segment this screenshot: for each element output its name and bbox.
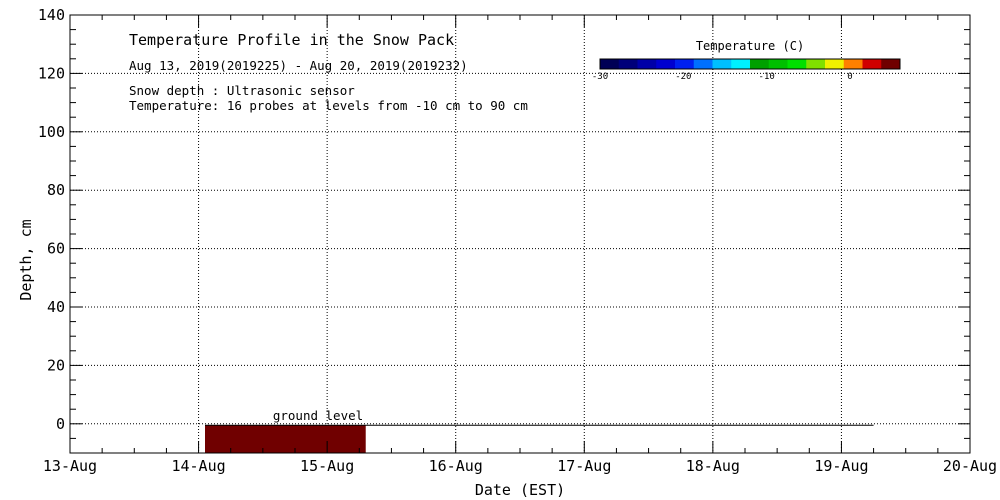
note-snow-depth: Snow depth : Ultrasonic sensor [129, 83, 355, 98]
colorbar-swatch [862, 59, 882, 69]
colorbar-swatch [600, 59, 620, 69]
x-tick-label: 17-Aug [557, 457, 611, 475]
colorbar-swatch [731, 59, 751, 69]
series-label-ground-level: ground level [273, 408, 363, 423]
colorbar-tick-label: 0 [847, 72, 852, 82]
y-tick-label: 60 [47, 240, 65, 258]
colorbar-swatch [768, 59, 788, 69]
axis-tick-labels: 13-Aug 14-Aug 15-Aug 16-Aug 17-Aug 18-Aug 19-A… [38, 6, 997, 475]
y-tick-label: 40 [47, 298, 65, 316]
axis-ticks [69, 14, 971, 454]
colorbar-swatch [881, 59, 901, 69]
colorbar-swatch [806, 59, 826, 69]
y-tick-label: 100 [38, 123, 65, 141]
colorbar-swatch [843, 59, 863, 69]
y-tick-label: 20 [47, 356, 65, 374]
colorbar-title: Temperature (C) [696, 39, 804, 53]
colorbar-swatch [825, 59, 845, 69]
note-temperature: Temperature: 16 probes at levels from -1… [129, 98, 528, 113]
plot-frame [69, 14, 971, 454]
y-tick-label: 140 [38, 6, 65, 24]
colorbar-frame [599, 58, 901, 70]
temperature-cell [205, 425, 366, 453]
y-tick-label: 0 [56, 415, 65, 433]
colorbar-swatch [712, 59, 732, 69]
y-tick-label: 120 [38, 64, 65, 82]
colorbar-tick-label: -10 [759, 72, 775, 82]
x-tick-label: 14-Aug [171, 457, 225, 475]
x-tick-label: 16-Aug [429, 457, 483, 475]
y-axis-title: Depth, cm [17, 219, 35, 300]
colorbar-swatch [637, 59, 657, 69]
x-axis-title: Date (EST) [475, 481, 565, 499]
colorbar-swatch [675, 59, 695, 69]
x-tick-label: 20-Aug [943, 457, 997, 475]
colorbar-tick-label: -20 [675, 72, 691, 82]
temperature-cells [205, 425, 366, 453]
x-tick-label: 18-Aug [686, 457, 740, 475]
colorbar: Temperature (C) -30 -20 -10 0 [592, 39, 901, 82]
colorbar-swatch [750, 59, 770, 69]
colorbar-swatch [787, 59, 807, 69]
chart-title: Temperature Profile in the Snow Pack [129, 31, 454, 49]
x-tick-label: 13-Aug [43, 457, 97, 475]
colorbar-swatch [693, 59, 713, 69]
colorbar-tick-labels: -30 -20 -10 0 [592, 72, 853, 82]
colorbar-swatch [618, 59, 638, 69]
x-tick-label: 15-Aug [300, 457, 354, 475]
grid-lines [70, 15, 970, 453]
chart-subtitle: Aug 13, 2019(2019225) - Aug 20, 2019(201… [129, 58, 468, 73]
colorbar-tick-label: -30 [592, 72, 608, 82]
x-tick-label: 19-Aug [814, 457, 868, 475]
colorbar-swatches [600, 59, 901, 69]
y-tick-label: 80 [47, 181, 65, 199]
colorbar-swatch [656, 59, 676, 69]
